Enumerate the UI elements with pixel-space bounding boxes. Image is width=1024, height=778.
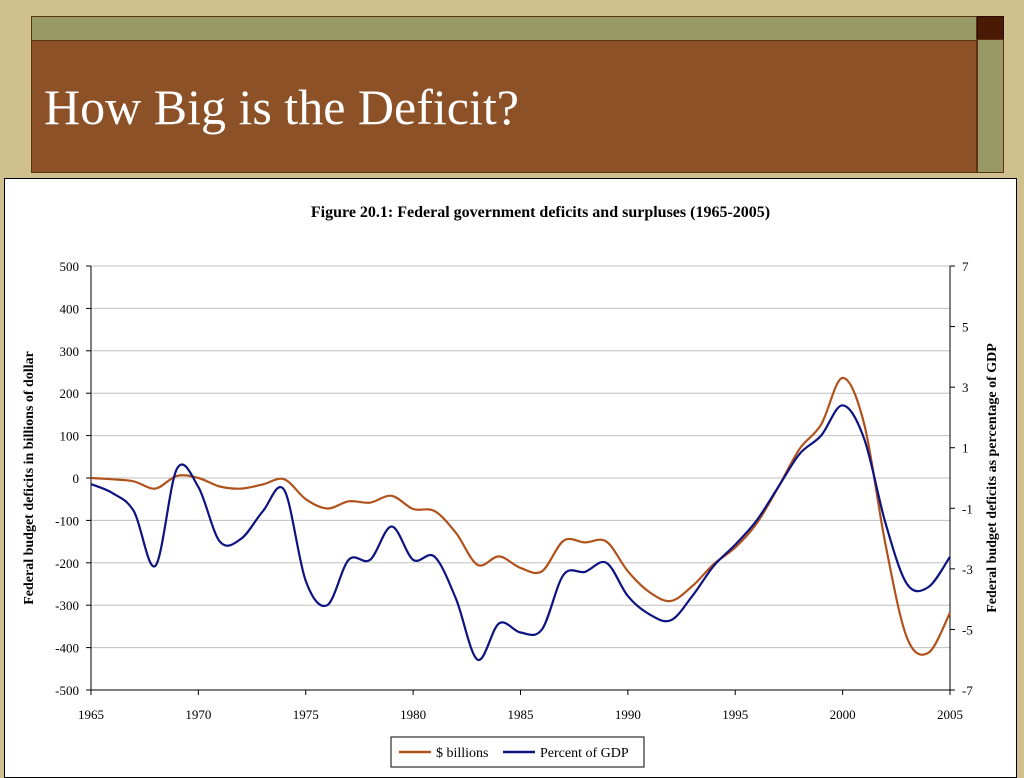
y-tick-label: -400 [55, 641, 79, 656]
y-tick-label: 200 [60, 386, 80, 401]
x-tick-label: 1985 [508, 707, 534, 722]
y-tick-label: -100 [55, 513, 79, 528]
x-tick-label: 1975 [293, 707, 319, 722]
deficit-chart: Figure 20.1: Federal government deficits… [22, 204, 1000, 768]
y2-tick-label: -1 [962, 501, 973, 516]
y2-tick-label: -3 [962, 562, 973, 577]
x-tick-label: 1970 [185, 707, 211, 722]
x-tick-label: 1965 [78, 707, 104, 722]
y-axis-label: Federal budget deficits in billions of d… [22, 351, 37, 605]
y-tick-label: 0 [73, 471, 80, 486]
right-strip [977, 39, 1004, 173]
x-tick-label: 1990 [615, 707, 641, 722]
y-tick-label: -500 [55, 683, 79, 698]
title-top-strip [32, 17, 976, 41]
title-band [31, 16, 977, 173]
y2-axis-label: Federal budget deficits as percentage of… [985, 343, 1000, 613]
x-tick-label: 1995 [722, 707, 748, 722]
legend-label: Percent of GDP [540, 746, 629, 761]
y-tick-label: 500 [60, 259, 80, 274]
y2-tick-label: 3 [962, 380, 969, 395]
x-tick-label: 2005 [937, 707, 963, 722]
slide-title: How Big is the Deficit? [44, 79, 519, 135]
chart-panel: Figure 20.1: Federal government deficits… [4, 178, 1017, 778]
y-tick-label: 100 [60, 429, 80, 444]
y-tick-label: 300 [60, 344, 80, 359]
legend-label: $ billions [436, 746, 489, 761]
y2-tick-label: 5 [962, 320, 969, 335]
y2-tick-label: -5 [962, 622, 973, 637]
chart-title: Figure 20.1: Federal government deficits… [311, 204, 770, 221]
y-tick-label: -200 [55, 556, 79, 571]
y-tick-label: 400 [60, 301, 80, 316]
y2-tick-label: 1 [962, 441, 969, 456]
corner-square [977, 16, 1004, 40]
y2-tick-label: 7 [962, 259, 969, 274]
x-tick-label: 2000 [830, 707, 856, 722]
x-tick-label: 1980 [400, 707, 426, 722]
y-tick-label: -300 [55, 598, 79, 613]
series-line-percent-of-gdp [90, 404, 951, 661]
y2-tick-label: -7 [962, 683, 973, 698]
series-line-billions [90, 376, 951, 656]
